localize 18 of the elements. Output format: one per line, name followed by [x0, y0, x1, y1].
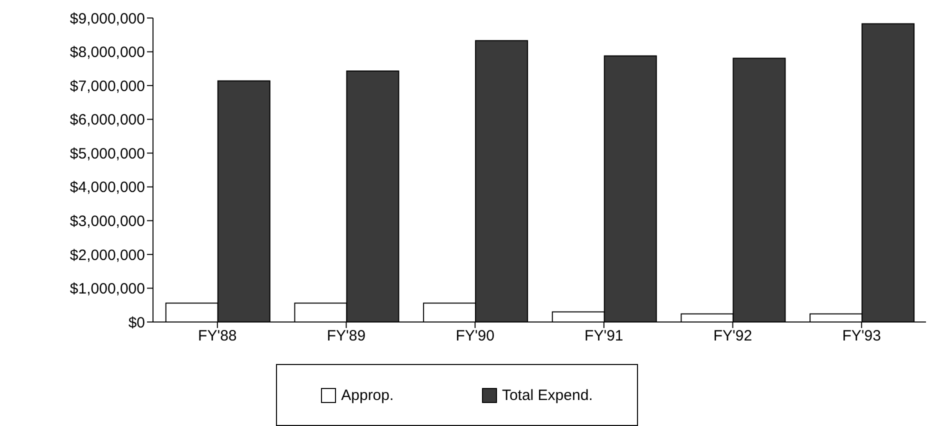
- x-tick-label: FY'89: [326, 328, 366, 345]
- y-tick-label: $6,000,000: [70, 112, 145, 129]
- y-tick-label: $2,000,000: [70, 246, 145, 264]
- y-tick-label: $1,000,000: [70, 280, 145, 298]
- x-tick-label: FY'91: [584, 328, 624, 345]
- y-tick-label: $8,000,000: [70, 44, 145, 62]
- y-tick-label: $9,000,000: [70, 10, 145, 28]
- legend-label: Total Expend.: [502, 386, 593, 404]
- x-tick-label: FY'88: [198, 328, 237, 345]
- x-tick-label: FY'92: [713, 328, 752, 345]
- legend-label: Approp.: [341, 386, 394, 404]
- x-tick-label: FY'90: [456, 328, 494, 345]
- x-tick-label: FY'93: [842, 328, 881, 345]
- y-tick-label: $7,000,000: [70, 78, 145, 95]
- y-tick-label: $3,000,000: [70, 212, 145, 230]
- y-tick-label: $5,000,000: [70, 145, 145, 162]
- y-tick-label: $0: [128, 314, 145, 332]
- y-tick-label: $4,000,000: [70, 179, 145, 196]
